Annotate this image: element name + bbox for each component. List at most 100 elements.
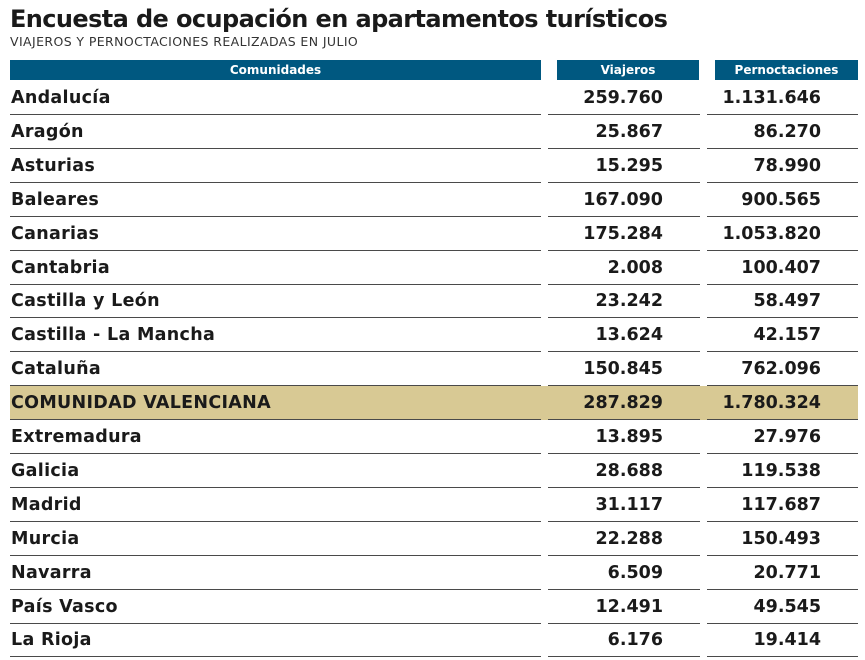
cell-comunidad: COMUNIDAD VALENCIANA [11,393,271,414]
chart-subtitle: VIAJEROS Y PERNOCTACIONES REALIZADAS EN … [10,34,359,49]
cell-comunidad: Madrid [11,494,82,515]
cell-pernoctaciones: 86.270 [753,121,821,142]
highlight-band [10,386,858,421]
cell-viajeros: 23.242 [595,291,663,312]
cell-pernoctaciones: 58.497 [753,291,821,312]
row-divider [707,588,858,590]
row-divider [548,453,700,454]
row-divider [10,114,541,115]
cell-pernoctaciones: 1.131.646 [722,88,821,108]
cell-viajeros: 13.895 [595,427,663,447]
row-divider [10,317,541,319]
cell-pernoctaciones: 19.414 [753,630,821,651]
row-divider [548,520,700,522]
cell-pernoctaciones: 100.407 [741,257,821,278]
table-row: Cataluña 150.845 762.096 [0,352,865,387]
table-row: La Rioja 6.176 19.414 [0,623,865,658]
cell-comunidad: Canarias [11,223,100,244]
cell-pernoctaciones: 117.687 [741,494,821,515]
row-divider [707,249,858,251]
cell-viajeros: 2.008 [607,257,663,278]
row-divider [548,147,700,149]
row-divider [548,656,700,658]
cell-pernoctaciones: 42.157 [753,325,821,346]
row-divider [548,622,700,624]
cell-pernoctaciones: 900.565 [741,189,821,210]
row-divider [707,486,858,488]
row-divider [10,453,541,454]
cell-viajeros: 259.760 [583,88,663,108]
cell-viajeros: 287.829 [583,393,663,414]
row-divider [707,351,858,353]
row-divider [707,147,858,149]
cell-pernoctaciones: 1.053.820 [722,223,821,244]
row-divider [707,114,858,115]
row-divider [548,114,700,115]
row-divider [707,656,858,658]
cell-viajeros: 28.688 [595,460,663,481]
cell-comunidad: Galicia [11,460,80,481]
cell-comunidad: Castilla - La Mancha [11,325,216,346]
cell-pernoctaciones: 20.771 [753,562,821,583]
row-divider [707,317,858,319]
cell-pernoctaciones: 78.990 [753,155,821,176]
table-row: Canarias 175.284 1.053.820 [0,217,865,251]
table-row: Madrid 31.117 117.687 [0,488,865,522]
row-divider [10,351,541,353]
cell-comunidad: Cantabria [11,257,110,278]
row-divider [10,181,541,183]
row-divider [10,622,541,624]
row-divider [707,554,858,556]
cell-comunidad: Andalucía [11,88,111,108]
row-divider [548,317,700,319]
cell-comunidad: Castilla y León [11,291,160,312]
row-divider [10,656,541,658]
cell-pernoctaciones: 762.096 [741,359,821,380]
row-divider [10,419,541,421]
cell-pernoctaciones: 150.493 [741,528,821,549]
cell-viajeros: 167.090 [583,189,663,210]
table-row: País Vasco 12.491 49.545 [0,590,865,624]
row-divider [707,453,858,454]
cell-viajeros: 31.117 [595,494,663,515]
row-divider [707,283,858,285]
cell-comunidad: Cataluña [11,359,101,380]
cell-viajeros: 25.867 [595,121,663,142]
cell-comunidad: Asturias [11,155,96,176]
row-divider [10,283,541,285]
row-divider [10,147,541,149]
table-row: Galicia 28.688 119.538 [0,454,865,488]
row-divider [707,385,858,387]
row-divider [548,385,700,387]
table-row: Murcia 22.288 150.493 [0,522,865,556]
row-divider [548,486,700,488]
column-header-comunidades: Comunidades [10,60,541,80]
column-header-viajeros: Viajeros [557,60,699,80]
cell-viajeros: 13.624 [595,325,663,346]
cell-comunidad: Extremadura [11,427,142,447]
row-divider [548,588,700,590]
cell-viajeros: 175.284 [583,223,663,244]
row-divider [707,181,858,183]
row-divider [10,385,541,387]
row-divider [707,419,858,421]
cell-pernoctaciones: 49.545 [753,596,821,617]
row-divider [10,520,541,522]
cell-comunidad: Murcia [11,528,80,549]
cell-pernoctaciones: 119.538 [741,460,821,481]
cell-comunidad: Baleares [11,189,100,210]
row-divider [10,588,541,590]
table-row: Cantabria 2.008 100.407 [0,251,865,285]
table-row: Castilla - La Mancha 13.624 42.157 [0,318,865,353]
row-divider [707,520,858,522]
row-divider [548,181,700,183]
cell-comunidad: La Rioja [11,630,92,651]
chart-title: Encuesta de ocupación en apartamentos tu… [10,5,668,33]
cell-comunidad: Aragón [11,121,84,142]
cell-viajeros: 22.288 [595,528,663,549]
table-row: Castilla y León 23.242 58.497 [0,284,865,319]
row-divider [548,351,700,353]
cell-comunidad: Navarra [11,562,92,583]
row-divider [10,215,541,217]
row-divider [10,249,541,251]
